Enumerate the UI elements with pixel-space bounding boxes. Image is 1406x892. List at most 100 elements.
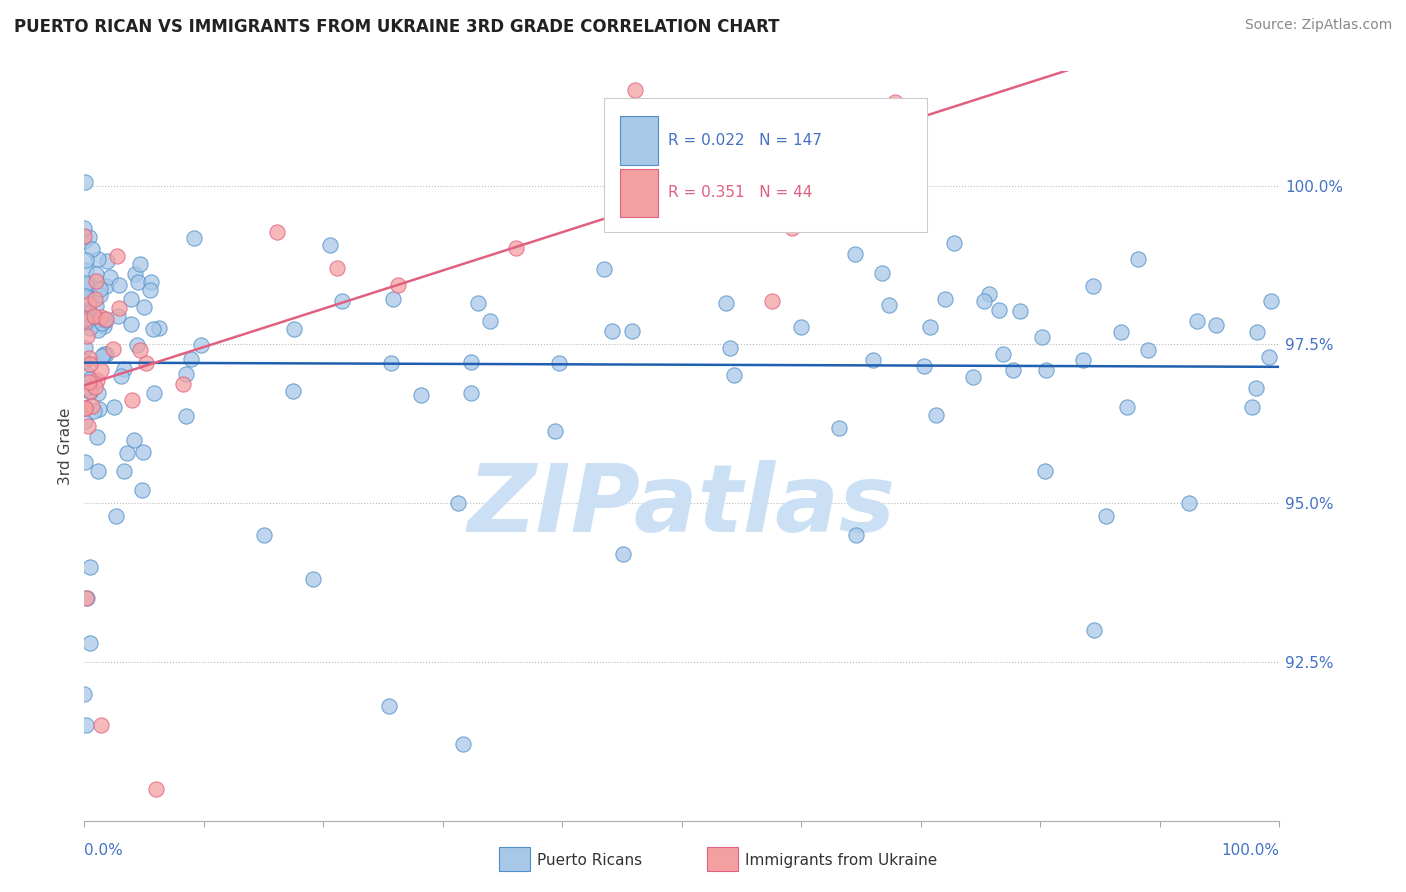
Point: [87, 402, 110, 417]
Point: [79, 358, 101, 372]
Point: [505, 241, 527, 255]
Point: [112, 464, 135, 478]
Point: [79, 229, 101, 244]
Point: [108, 301, 131, 315]
Point: [447, 496, 470, 510]
Point: [120, 292, 142, 306]
Point: [451, 738, 474, 752]
Point: [127, 275, 149, 289]
Point: [75, 455, 97, 469]
Point: [973, 294, 995, 309]
Point: [94, 312, 117, 326]
Point: [1008, 303, 1031, 318]
Point: [174, 368, 197, 382]
Point: [1073, 353, 1095, 368]
Point: [84, 380, 107, 394]
Point: [190, 338, 212, 352]
Point: [90, 363, 112, 377]
Point: [266, 225, 288, 239]
Point: [844, 247, 866, 261]
Point: [544, 424, 567, 438]
Text: Puerto Ricans: Puerto Ricans: [537, 854, 643, 868]
Point: [723, 368, 745, 383]
Point: [460, 385, 482, 400]
Point: [79, 321, 101, 335]
Point: [129, 343, 152, 357]
Point: [131, 483, 153, 498]
Point: [77, 305, 100, 319]
Point: [73, 310, 96, 325]
Point: [1115, 401, 1137, 415]
Point: [84, 267, 107, 281]
Text: Immigrants from Ukraine: Immigrants from Ukraine: [745, 854, 938, 868]
Point: [77, 285, 100, 299]
Point: [73, 353, 96, 368]
Point: [75, 341, 97, 355]
Point: [1178, 496, 1201, 510]
Point: [139, 283, 162, 297]
Point: [645, 205, 668, 219]
Point: [112, 362, 135, 376]
Point: [142, 322, 165, 336]
Point: [987, 303, 1010, 318]
Point: [1205, 318, 1227, 333]
Point: [1126, 252, 1149, 266]
Point: [103, 401, 125, 415]
Point: [845, 528, 868, 542]
Point: [593, 261, 616, 276]
Point: [115, 445, 138, 459]
Point: [716, 296, 738, 310]
Point: [77, 418, 100, 433]
Point: [75, 281, 97, 295]
Point: [1246, 326, 1268, 340]
FancyBboxPatch shape: [605, 97, 927, 233]
Point: [75, 252, 97, 267]
Point: [84, 292, 107, 306]
Point: [87, 311, 110, 326]
Point: [75, 401, 97, 415]
Point: [478, 313, 501, 327]
Point: [135, 356, 157, 370]
Point: [387, 277, 409, 292]
Point: [75, 312, 97, 326]
Point: [837, 114, 859, 128]
Point: [1257, 350, 1279, 364]
Point: [318, 237, 340, 252]
Point: [80, 242, 103, 256]
Point: [1260, 293, 1282, 308]
Point: [122, 433, 145, 447]
Point: [460, 355, 482, 369]
Point: [73, 316, 96, 330]
Point: [787, 204, 810, 219]
Point: [134, 300, 156, 314]
Point: [870, 266, 893, 280]
Point: [145, 781, 167, 796]
Point: [79, 385, 101, 400]
Point: [90, 310, 112, 324]
Point: [1136, 343, 1159, 358]
Point: [879, 298, 901, 312]
Y-axis label: 3rd Grade: 3rd Grade: [58, 408, 73, 484]
Point: [281, 384, 304, 399]
Point: [794, 163, 817, 178]
Text: 0.0%: 0.0%: [84, 843, 124, 858]
Point: [1109, 325, 1132, 339]
Point: [991, 347, 1014, 361]
Point: [174, 409, 197, 424]
Point: [326, 260, 349, 275]
Text: R = 0.022   N = 147: R = 0.022 N = 147: [668, 133, 821, 148]
Point: [301, 572, 323, 586]
Point: [98, 270, 121, 285]
Point: [378, 699, 401, 714]
Point: [180, 351, 202, 366]
Point: [253, 528, 276, 542]
Point: [1081, 278, 1104, 293]
FancyBboxPatch shape: [620, 169, 658, 218]
Point: [76, 591, 98, 606]
Point: [1001, 363, 1024, 377]
Point: [73, 309, 96, 323]
Point: [84, 299, 107, 313]
FancyBboxPatch shape: [620, 116, 658, 165]
Text: 100.0%: 100.0%: [1222, 843, 1279, 858]
Point: [73, 687, 96, 701]
